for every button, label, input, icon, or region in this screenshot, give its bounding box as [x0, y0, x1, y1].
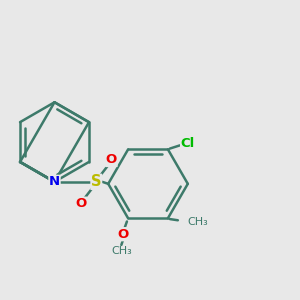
Text: Cl: Cl	[181, 137, 195, 150]
Text: O: O	[76, 197, 87, 210]
Text: O: O	[118, 228, 129, 241]
Text: O: O	[106, 153, 117, 167]
Text: CH₃: CH₃	[111, 246, 132, 256]
Text: CH₃: CH₃	[188, 217, 208, 227]
Text: N: N	[49, 175, 60, 188]
Text: S: S	[91, 174, 101, 189]
